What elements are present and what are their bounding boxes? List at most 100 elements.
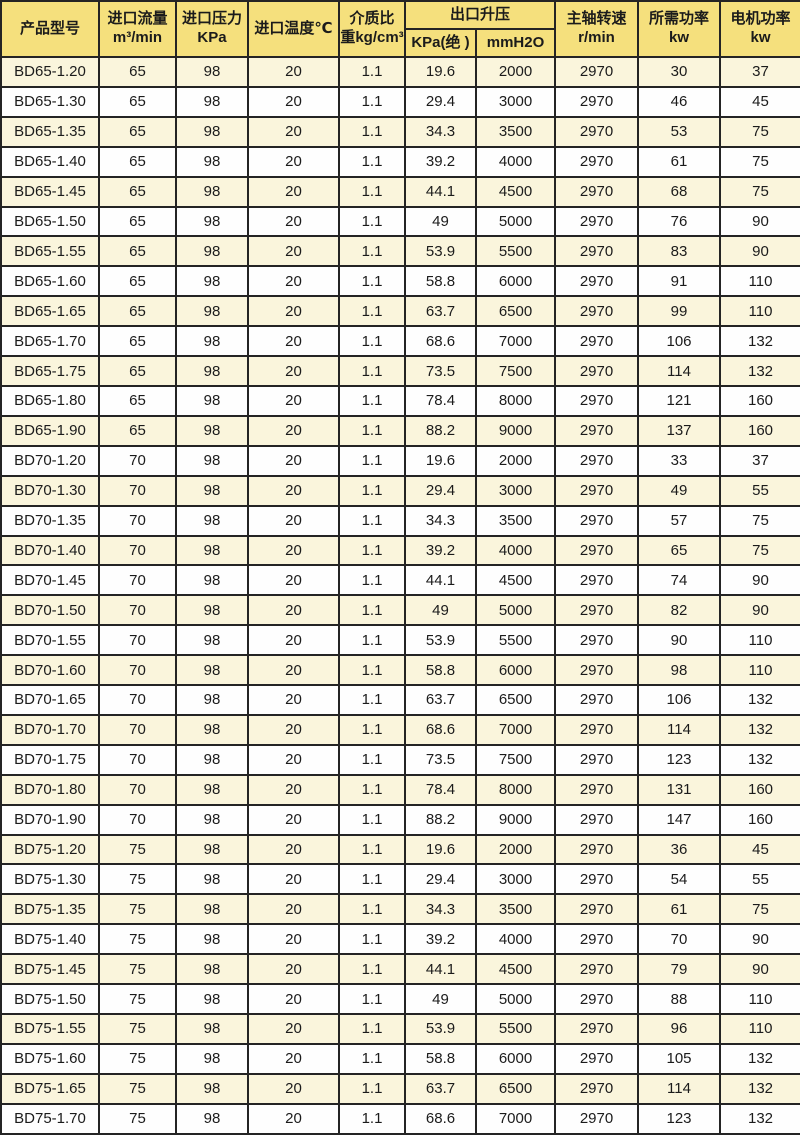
value-cell: 99: [637, 295, 722, 328]
value-cell: 37: [719, 56, 800, 88]
value-cell: 90: [719, 205, 800, 238]
table-row: BD65-1.40 65 98 20 1.1 39.2 4000 2970 61 75: [0, 145, 800, 178]
value-cell: 98: [175, 325, 249, 358]
value-cell: 70: [98, 713, 177, 746]
value-cell: 75: [98, 1013, 177, 1045]
value-cell: 106: [637, 684, 722, 716]
value-cell: 132: [719, 743, 800, 776]
value-cell: 1.1: [338, 953, 406, 986]
value-cell: 110: [719, 295, 800, 328]
value-cell: 1.1: [338, 713, 406, 746]
value-cell: 2970: [554, 235, 640, 268]
value-cell: 98: [175, 1013, 249, 1045]
value-cell: 63.7: [404, 684, 477, 716]
model-cell: BD75-1.55: [0, 1013, 100, 1045]
model-cell: BD75-1.20: [0, 833, 100, 866]
value-cell: 20: [247, 235, 340, 268]
value-cell: 68: [637, 175, 722, 208]
value-cell: 1.1: [338, 923, 406, 956]
value-cell: 2970: [554, 624, 640, 657]
value-cell: 36: [637, 833, 722, 866]
value-cell: 75: [98, 833, 177, 866]
value-cell: 76: [637, 205, 722, 238]
value-cell: 2970: [554, 654, 640, 687]
value-cell: 65: [98, 145, 177, 178]
table-row: BD70-1.60 70 98 20 1.1 58.8 6000 2970 98 110: [0, 654, 800, 687]
value-cell: 110: [719, 983, 800, 1015]
value-cell: 75: [98, 1102, 177, 1135]
value-cell: 98: [175, 56, 249, 88]
value-cell: 2970: [554, 983, 640, 1015]
value-cell: 2970: [554, 56, 640, 88]
value-cell: 6000: [474, 654, 557, 687]
value-cell: 20: [247, 175, 340, 208]
table-row: BD75-1.55 75 98 20 1.1 53.9 5500 2970 96 110: [0, 1013, 800, 1045]
table-row: BD70-1.65 70 98 20 1.1 63.7 6500 2970 106 132: [0, 684, 800, 716]
value-cell: 44.1: [404, 175, 477, 208]
value-cell: 90: [719, 953, 800, 986]
value-cell: 3000: [474, 85, 557, 118]
table-row: BD65-1.50 65 98 20 1.1 49 5000 2970 76 90: [0, 205, 800, 238]
value-cell: 8000: [474, 384, 557, 417]
value-cell: 65: [98, 205, 177, 238]
value-cell: 2970: [554, 504, 640, 537]
value-cell: 70: [98, 534, 177, 567]
value-cell: 90: [719, 923, 800, 956]
value-cell: 98: [175, 1042, 249, 1075]
col-header-motor-power: 电机功率 kw: [719, 0, 800, 58]
value-cell: 1.1: [338, 504, 406, 537]
value-cell: 98: [175, 713, 249, 746]
value-cell: 1.1: [338, 594, 406, 627]
value-cell: 20: [247, 833, 340, 866]
value-cell: 44.1: [404, 564, 477, 597]
value-cell: 1.1: [338, 863, 406, 896]
value-cell: 91: [637, 265, 722, 298]
value-cell: 75: [98, 953, 177, 986]
value-cell: 2970: [554, 1102, 640, 1135]
value-cell: 90: [637, 624, 722, 657]
value-cell: 65: [98, 414, 177, 447]
col-header-shaft-speed: 主轴转速 r/min: [554, 0, 640, 58]
value-cell: 5000: [474, 205, 557, 238]
value-cell: 98: [175, 85, 249, 118]
value-cell: 2970: [554, 85, 640, 118]
table-row: BD75-1.40 75 98 20 1.1 39.2 4000 2970 70 90: [0, 923, 800, 956]
value-cell: 2970: [554, 145, 640, 178]
value-cell: 1.1: [338, 175, 406, 208]
value-cell: 73.5: [404, 743, 477, 776]
model-cell: BD70-1.65: [0, 684, 100, 716]
value-cell: 132: [719, 713, 800, 746]
value-cell: 9000: [474, 414, 557, 447]
table-row: BD70-1.40 70 98 20 1.1 39.2 4000 2970 65 75: [0, 534, 800, 567]
value-cell: 160: [719, 384, 800, 417]
value-cell: 98: [175, 145, 249, 178]
value-cell: 88: [637, 983, 722, 1015]
value-cell: 3000: [474, 474, 557, 507]
value-cell: 65: [98, 115, 177, 148]
value-cell: 98: [175, 743, 249, 776]
model-cell: BD70-1.35: [0, 504, 100, 537]
value-cell: 37: [719, 444, 800, 477]
value-cell: 20: [247, 504, 340, 537]
value-cell: 2970: [554, 594, 640, 627]
model-cell: BD70-1.40: [0, 534, 100, 567]
value-cell: 98: [175, 414, 249, 447]
value-cell: 96: [637, 1013, 722, 1045]
value-cell: 70: [98, 504, 177, 537]
value-cell: 114: [637, 713, 722, 746]
value-cell: 2970: [554, 833, 640, 866]
value-cell: 20: [247, 743, 340, 776]
value-cell: 1.1: [338, 564, 406, 597]
value-cell: 20: [247, 983, 340, 1015]
value-cell: 110: [719, 654, 800, 687]
value-cell: 2970: [554, 863, 640, 896]
value-cell: 6500: [474, 295, 557, 328]
col-header-outlet-kpa-abs: KPa(绝 ): [404, 28, 477, 58]
table-row: BD65-1.80 65 98 20 1.1 78.4 8000 2970 121 160: [0, 384, 800, 417]
value-cell: 1.1: [338, 1072, 406, 1105]
table-row: BD75-1.45 75 98 20 1.1 44.1 4500 2970 79 90: [0, 953, 800, 986]
value-cell: 33: [637, 444, 722, 477]
value-cell: 20: [247, 953, 340, 986]
table-row: BD70-1.80 70 98 20 1.1 78.4 8000 2970 131 160: [0, 773, 800, 806]
value-cell: 20: [247, 594, 340, 627]
